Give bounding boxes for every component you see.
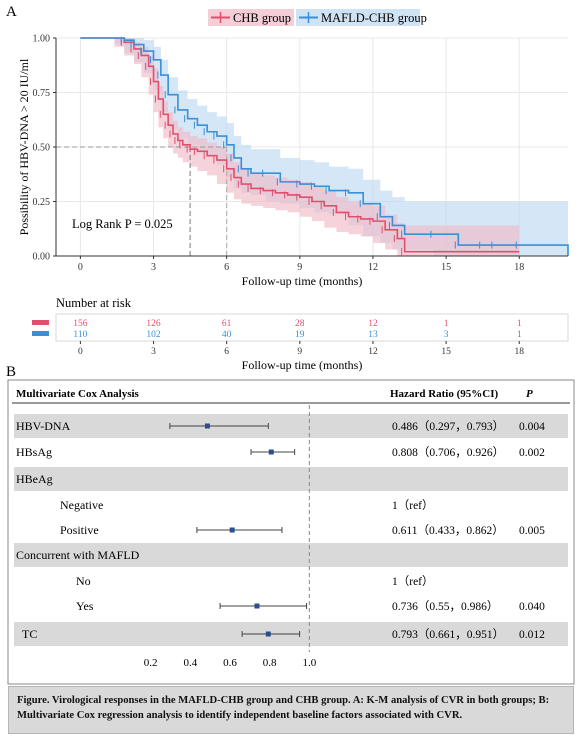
row-band xyxy=(14,543,568,567)
x-tick-label: 18 xyxy=(514,262,524,273)
row-label: HBV-DNA xyxy=(16,419,71,433)
risk-x-axis-label: Follow-up time (months) xyxy=(242,358,363,372)
risk-count: 102 xyxy=(146,330,161,340)
risk-row-swatch xyxy=(32,320,49,325)
forest-x-tick-label: 0.6 xyxy=(223,657,237,669)
legend-label: MAFLD-CHB group xyxy=(321,11,427,25)
y-axis-label: Possibility of HBV-DNA > 20 IU/ml xyxy=(17,58,31,235)
forest-x-tick-label: 1.0 xyxy=(302,657,316,669)
row-label: Positive xyxy=(60,523,99,537)
y-tick-label: 0.50 xyxy=(33,143,51,154)
row-label: HBeAg xyxy=(16,472,53,486)
survival-curve-mafld xyxy=(80,37,569,256)
y-tick-label: 0.75 xyxy=(33,88,51,99)
risk-count: 1 xyxy=(444,319,449,329)
hr-text: 1（ref） xyxy=(392,499,434,512)
risk-count: 19 xyxy=(295,330,305,340)
figure-caption: Figure. Virological responses in the MAF… xyxy=(8,686,574,734)
risk-count: 28 xyxy=(295,319,305,329)
ci-band-mafld xyxy=(80,38,568,256)
hr-text: 0.808（0.706，0.926） xyxy=(392,446,504,459)
risk-count: 110 xyxy=(73,330,87,340)
row-band xyxy=(14,467,568,491)
survival-curve-chb xyxy=(80,37,520,253)
panel-a-label: A xyxy=(6,4,17,20)
x-tick-label: 9 xyxy=(297,262,302,273)
hr-marker xyxy=(254,603,260,609)
risk-count: 40 xyxy=(222,330,232,340)
x-tick-label: 15 xyxy=(441,262,451,273)
risk-table-title: Number at risk xyxy=(56,296,132,310)
row-band xyxy=(14,414,568,438)
hr-header: Hazard Ratio (95%CI) xyxy=(390,388,498,400)
risk-count: 1 xyxy=(517,330,522,340)
forest-title: Multivariate Cox Analysis xyxy=(16,388,140,400)
row-label: Concurrent with MAFLD xyxy=(16,548,140,562)
p-value: 0.002 xyxy=(519,447,545,459)
hr-marker xyxy=(204,423,210,429)
risk-count: 3 xyxy=(444,330,449,340)
risk-count: 1 xyxy=(517,319,522,329)
hr-text: 0.736（0.55，0.986） xyxy=(392,600,498,613)
risk-count: 156 xyxy=(73,319,88,329)
forest-x-tick-label: 0.8 xyxy=(263,657,277,669)
forest-x-tick-label: 0.2 xyxy=(144,657,158,669)
risk-count: 61 xyxy=(222,319,232,329)
hr-marker xyxy=(265,631,271,637)
p-value: 0.005 xyxy=(519,525,545,537)
row-label: Negative xyxy=(60,498,103,512)
forest-x-tick-label: 0.4 xyxy=(183,657,197,669)
risk-x-tick-label: 9 xyxy=(297,347,302,357)
p-value: 0.012 xyxy=(519,629,545,641)
row-label: TC xyxy=(22,627,37,641)
legend-swatch-bg xyxy=(296,9,420,26)
y-tick-label: 1.00 xyxy=(33,34,51,45)
x-tick-label: 3 xyxy=(151,262,156,273)
row-label: Yes xyxy=(76,599,94,613)
hr-marker xyxy=(268,449,274,455)
legend-label: CHB group xyxy=(233,11,291,25)
p-value: 0.040 xyxy=(519,601,545,613)
p-header: P xyxy=(526,388,533,400)
hr-text: 0.793（0.661，0.951） xyxy=(392,628,504,641)
risk-x-tick-label: 6 xyxy=(224,347,229,357)
risk-count: 13 xyxy=(368,330,378,340)
risk-x-tick-label: 0 xyxy=(78,347,83,357)
x-tick-label: 6 xyxy=(224,262,229,273)
km-chart: 0.00 0.25 0.50 0.75 1.00 0 3 6 9 12 15 18 Follow-up … xyxy=(17,9,569,288)
y-tick-label: 0.25 xyxy=(33,197,51,208)
row-label: HBsAg xyxy=(16,445,52,459)
forest-plot: Multivariate Cox Analysis Hazard Ratio (9… xyxy=(7,379,575,685)
hr-text: 1（ref） xyxy=(392,575,434,588)
legend-swatch-bg xyxy=(208,9,294,26)
risk-x-tick-label: 18 xyxy=(514,347,524,357)
figure-canvas: A 0.000.250.500.751.000 3 6 9 12 15 18Follow-u… xyxy=(6,4,575,685)
x-axis-label: Follow-up time (months) xyxy=(242,274,363,288)
risk-table-frame xyxy=(55,313,569,342)
x-tick-label: 0 xyxy=(78,262,83,273)
hr-text: 0.611（0.433，0.862） xyxy=(392,524,504,537)
row-label: No xyxy=(76,574,91,588)
risk-count: 12 xyxy=(368,319,378,329)
x-tick-label: 12 xyxy=(368,262,378,273)
panel-b-label: B xyxy=(6,364,16,380)
risk-x-tick-label: 12 xyxy=(368,347,378,357)
risk-x-tick-label: 15 xyxy=(441,347,451,357)
y-tick-label: 0.00 xyxy=(33,252,51,263)
hr-text: 0.486（0.297，0.793） xyxy=(392,420,504,433)
p-value: 0.004 xyxy=(519,421,545,433)
log-rank-annotation: Log Rank P = 0.025 xyxy=(72,217,173,231)
risk-x-tick-label: 3 xyxy=(151,347,156,357)
risk-count: 126 xyxy=(146,319,161,329)
risk-row-swatch xyxy=(32,331,49,336)
hr-marker xyxy=(229,527,235,533)
